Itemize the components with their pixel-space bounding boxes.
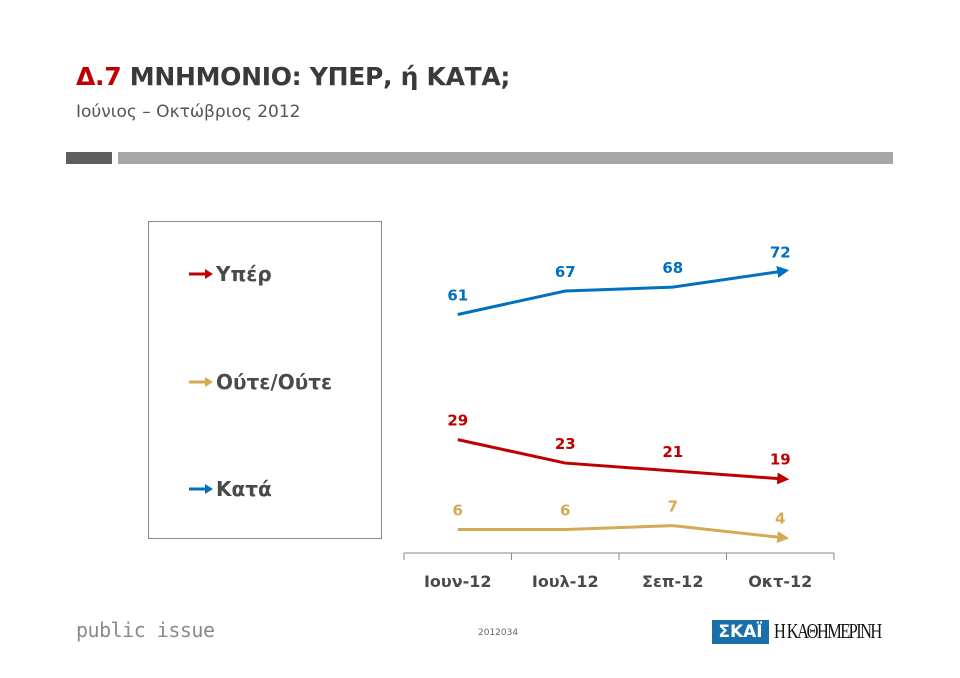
legend-item-kata: Κατά xyxy=(189,477,272,501)
legend-label: Υπέρ xyxy=(216,262,272,286)
skai-logo: ΣΚΑΪ xyxy=(712,620,769,644)
header-divider-dark xyxy=(66,152,112,164)
page-subtitle: Ιούνιος – Οκτώβριος 2012 xyxy=(76,102,301,122)
x-tick-label: Οκτ-12 xyxy=(748,572,812,591)
data-label: 21 xyxy=(662,443,683,461)
kathimerini-logo: Η ΚΑΘΗΜΕΡΙΝΗ xyxy=(774,619,882,643)
data-label: 29 xyxy=(447,412,468,430)
title-number: Δ.7 xyxy=(76,62,122,91)
data-label: 19 xyxy=(770,451,791,469)
data-label: 7 xyxy=(668,498,678,516)
data-label: 23 xyxy=(555,435,576,453)
x-tick-label: Ιουλ-12 xyxy=(532,572,599,591)
arrow-right-icon xyxy=(189,484,213,494)
header-divider-light xyxy=(118,152,893,164)
legend-label: Κατά xyxy=(216,477,272,501)
series-line-1 xyxy=(457,524,790,543)
data-label: 68 xyxy=(662,259,683,277)
public-issue-logo: public issue xyxy=(76,618,215,642)
data-label: 61 xyxy=(447,286,468,304)
page-title: Δ.7 ΜΝΗΜΟΝΙΟ: ΥΠΕΡ, ή ΚΑΤΑ; xyxy=(76,62,510,91)
legend-item-oute: Ούτε/Ούτε xyxy=(189,370,332,394)
x-tick-label: Ιουν-12 xyxy=(424,572,492,591)
arrow-right-icon xyxy=(189,269,213,279)
series-line-0 xyxy=(457,438,790,485)
x-tick-label: Σεπ-12 xyxy=(642,572,703,591)
data-label: 67 xyxy=(555,263,576,281)
legend-label: Ούτε/Ούτε xyxy=(216,370,333,394)
data-label: 6 xyxy=(560,502,570,520)
data-label: 72 xyxy=(770,243,791,261)
data-label: 4 xyxy=(775,509,785,527)
report-code: 2012034 xyxy=(478,628,519,638)
arrow-right-icon xyxy=(189,377,213,387)
chart-legend: Υπέρ Ούτε/Ούτε Κατά xyxy=(148,221,382,539)
title-text: ΜΝΗΜΟΝΙΟ: ΥΠΕΡ, ή ΚΑΤΑ; xyxy=(129,62,511,91)
series-line-2 xyxy=(457,265,790,316)
data-label: 6 xyxy=(453,502,463,520)
legend-item-yper: Υπέρ xyxy=(189,262,272,286)
